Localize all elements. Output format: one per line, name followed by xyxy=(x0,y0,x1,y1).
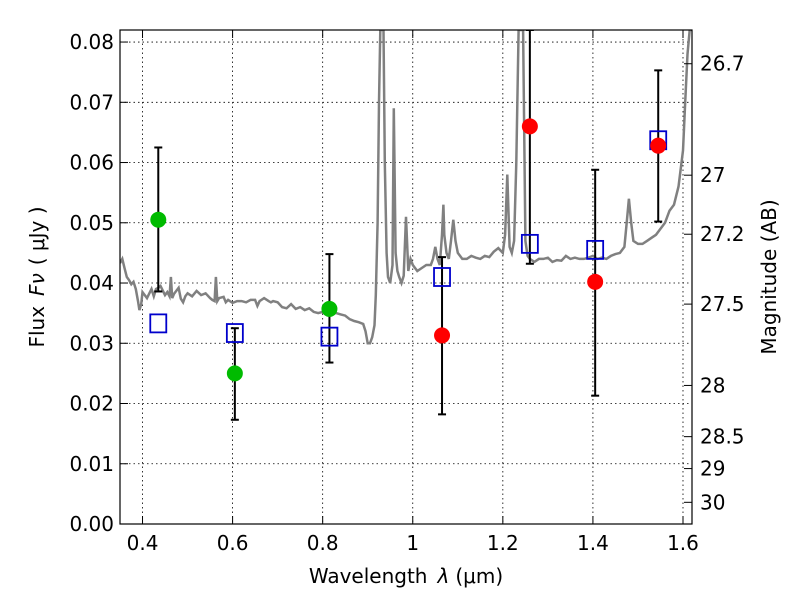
dot-marker-layer xyxy=(150,118,667,382)
green-data-point xyxy=(150,211,167,228)
square-marker xyxy=(320,326,339,347)
y-tick-label: 0.06 xyxy=(69,151,114,175)
right-tick-label: 28 xyxy=(700,373,725,397)
right-tick-label: 30 xyxy=(700,490,725,514)
y-tick-label: 0.05 xyxy=(69,211,114,235)
x-tick-label: 1.4 xyxy=(577,531,609,555)
y-tick-label: 0.02 xyxy=(69,392,114,416)
square-marker xyxy=(586,239,605,260)
square-marker xyxy=(225,323,244,343)
right-tick-label: 27.5 xyxy=(700,292,745,316)
x-tick-label: 1.2 xyxy=(487,531,519,555)
x-tick-label: 0.4 xyxy=(127,531,159,555)
y-axis-label: FluxFν( μJy ) xyxy=(25,206,49,347)
x-tick-label: 1 xyxy=(406,531,419,555)
right-tick-label: 26.7 xyxy=(700,52,745,76)
right-tick-label: 27 xyxy=(700,163,725,187)
x-axis-label: Wavelength λ (μm) xyxy=(309,564,503,588)
y-tick-label: 0.03 xyxy=(69,331,114,355)
red-data-point xyxy=(587,273,604,290)
green-data-point xyxy=(321,300,338,317)
square-marker xyxy=(149,313,168,334)
y-tick-label: 0.04 xyxy=(69,271,114,295)
model-spectrum-line xyxy=(120,30,692,345)
plot-frame xyxy=(119,29,693,525)
right-tick-label: 29 xyxy=(700,457,725,481)
right-tick-label: 28.5 xyxy=(700,425,745,449)
axis-ticks: 0.4 0.6 0.8 1 1.2 1.4 1.6 0.00 0.01 0.02 0.03 0.04 0… xyxy=(69,30,745,555)
y-tick-label: 0.01 xyxy=(69,452,114,476)
y-tick-label: 0.07 xyxy=(69,90,114,114)
square-marker xyxy=(433,267,451,287)
square-marker-layer xyxy=(149,130,668,347)
x-tick-label: 1.6 xyxy=(667,531,699,555)
square-marker xyxy=(520,233,539,254)
red-data-point xyxy=(521,118,538,135)
right-axis-label: Magnitude (AB) xyxy=(757,199,781,354)
x-tick-label: 0.6 xyxy=(217,531,249,555)
model-spectrum-layer xyxy=(120,30,692,345)
y-tick-label: 0.08 xyxy=(69,30,114,54)
red-data-point xyxy=(650,137,667,154)
right-tick-label: 27.2 xyxy=(700,222,745,246)
red-data-point xyxy=(434,327,451,344)
x-tick-label: 0.8 xyxy=(307,531,339,555)
green-data-point xyxy=(226,365,243,382)
y-tick-label: 0.00 xyxy=(69,512,114,536)
